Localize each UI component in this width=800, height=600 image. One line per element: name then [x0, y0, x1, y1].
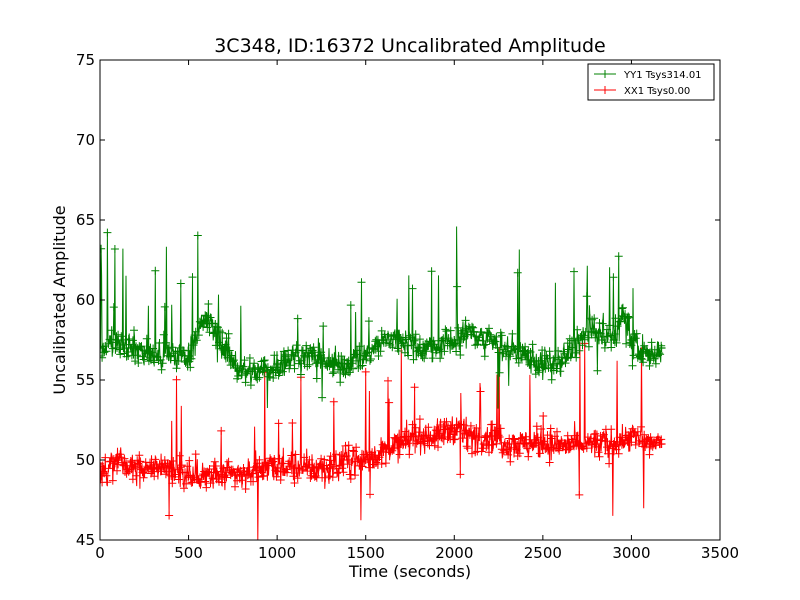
- data-point: [202, 472, 211, 480]
- data-point: [503, 440, 512, 448]
- data-point: [414, 344, 423, 352]
- data-point: [574, 336, 583, 344]
- data-point: [290, 464, 299, 472]
- data-point: [166, 464, 175, 472]
- x-tick-label: 3500: [701, 544, 739, 562]
- data-point: [220, 472, 228, 480]
- data-point: [609, 440, 618, 448]
- data-point: [326, 360, 335, 368]
- data-point: [237, 472, 246, 480]
- data-point: [379, 336, 388, 344]
- data-point: [485, 336, 494, 344]
- legend-marker: [601, 86, 609, 94]
- data-point: [538, 360, 547, 368]
- y-tick-label: 70: [76, 131, 95, 149]
- data-point: [131, 344, 140, 352]
- data-point: [521, 352, 530, 360]
- y-tick-label: 60: [76, 291, 95, 309]
- data-point: [618, 312, 627, 320]
- data-point: [255, 368, 264, 376]
- y-tick-label: 50: [76, 451, 95, 469]
- legend-marker: [601, 70, 609, 78]
- data-point: [574, 440, 583, 448]
- data-point: [468, 432, 476, 440]
- x-tick-label: 1500: [347, 544, 385, 562]
- data-point: [361, 352, 370, 360]
- data-point: [538, 440, 547, 448]
- y-tick-label: 75: [76, 51, 95, 69]
- data-point: [450, 336, 459, 344]
- y-axis-title: Uncalibrated Amplitude: [50, 205, 69, 394]
- plot-area: [100, 226, 666, 540]
- data-point: [113, 456, 122, 464]
- data-point: [184, 472, 193, 480]
- data-point: [308, 464, 317, 472]
- data-point: [220, 344, 228, 352]
- data-point: [149, 352, 158, 360]
- data-point: [521, 440, 530, 448]
- data-point: [100, 344, 104, 352]
- data-point: [361, 456, 370, 464]
- data-point: [308, 352, 317, 360]
- x-tick-label: 500: [174, 544, 203, 562]
- data-point: [592, 440, 600, 448]
- axes: 0 500 1000 1500 2000 2500 3000 3500 45 50 55 60 65 70…: [76, 51, 739, 562]
- data-point: [645, 352, 654, 360]
- x-tick-label: 3000: [612, 544, 650, 562]
- data-point: [326, 464, 335, 472]
- data-point: [645, 440, 654, 448]
- data-point: [503, 344, 512, 352]
- y-tick-label: 45: [76, 531, 95, 549]
- data-point: [609, 336, 618, 344]
- data-point: [657, 440, 666, 448]
- data-point: [131, 464, 140, 472]
- data-point: [290, 352, 299, 360]
- data-point: [184, 352, 193, 360]
- series-xx1-line: [100, 339, 666, 540]
- data-point: [273, 360, 282, 368]
- x-axis-title: Time (seconds): [348, 562, 471, 581]
- x-tick-label: 2500: [524, 544, 562, 562]
- data-point: [556, 440, 565, 448]
- data-point: [432, 344, 441, 352]
- data-point: [414, 432, 423, 440]
- x-tick-label: 1000: [258, 544, 296, 562]
- data-point: [344, 360, 352, 368]
- legend-box: [587, 63, 715, 101]
- data-point: [255, 464, 264, 472]
- chart-title: 3C348, ID:16372 Uncalibrated Amplitude: [214, 35, 606, 57]
- data-point: [273, 464, 282, 472]
- y-tick-label: 55: [76, 371, 95, 389]
- data-point: [397, 440, 406, 448]
- data-point: [113, 336, 122, 344]
- x-tick-label: 2000: [435, 544, 473, 562]
- data-point: [379, 448, 388, 456]
- data-point: [592, 328, 600, 336]
- legend-label: XX1 Tsys0.00: [624, 86, 690, 97]
- legend-label: YY1 Tsys314.01: [623, 70, 702, 81]
- data-point: [432, 432, 441, 440]
- data-point: [556, 360, 565, 368]
- series-yy1-line: [100, 226, 666, 409]
- data-point: [627, 432, 636, 440]
- data-point: [149, 464, 158, 472]
- data-point: [450, 424, 459, 432]
- data-point: [202, 312, 211, 320]
- data-point: [344, 456, 352, 464]
- data-point: [485, 432, 494, 440]
- data-point: [237, 368, 246, 376]
- y-tick-label: 65: [76, 211, 95, 229]
- data-point: [657, 344, 666, 352]
- data-point: [627, 336, 636, 344]
- data-point: [397, 336, 406, 344]
- x-tick-label: 0: [95, 544, 105, 562]
- data-point: [100, 472, 104, 480]
- legend: YY1 Tsys314.01 XX1 Tsys0.00: [587, 63, 715, 101]
- data-point: [166, 352, 175, 360]
- data-point: [468, 328, 476, 336]
